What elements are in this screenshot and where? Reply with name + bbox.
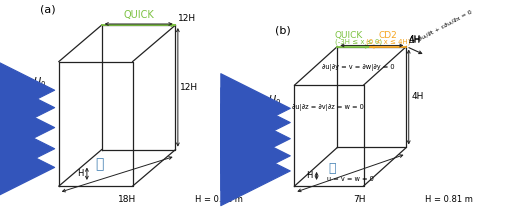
Text: (0 < x ≤ 4H): (0 < x ≤ 4H) bbox=[366, 39, 410, 46]
Text: ∂u|∂z = ∂v|∂z = w = 0: ∂u|∂z = ∂v|∂z = w = 0 bbox=[292, 104, 364, 111]
Text: ΔH: ΔH bbox=[409, 36, 421, 46]
Text: CD2: CD2 bbox=[379, 31, 397, 40]
Text: 4H: 4H bbox=[411, 92, 423, 101]
Text: 🏂: 🏂 bbox=[95, 157, 103, 171]
Text: 7H: 7H bbox=[354, 195, 366, 204]
Text: ∂uᵢ/∂t + c∂uᵢ/∂x = 0: ∂uᵢ/∂t + c∂uᵢ/∂x = 0 bbox=[418, 9, 473, 41]
Text: 12H: 12H bbox=[178, 14, 196, 23]
Text: 12H: 12H bbox=[180, 83, 198, 92]
Text: 🏂: 🏂 bbox=[329, 162, 336, 175]
Text: (-3H ≤ x ≤ 0): (-3H ≤ x ≤ 0) bbox=[335, 39, 382, 46]
Text: $U_0$: $U_0$ bbox=[32, 75, 46, 89]
Text: H: H bbox=[77, 169, 83, 178]
Text: (a): (a) bbox=[40, 4, 55, 14]
Text: $U_0$: $U_0$ bbox=[268, 94, 281, 107]
Text: 4H: 4H bbox=[409, 35, 421, 44]
Text: H = 0.81 m: H = 0.81 m bbox=[195, 195, 242, 204]
Text: H: H bbox=[306, 171, 313, 180]
Text: (b): (b) bbox=[275, 26, 291, 36]
Text: 18H: 18H bbox=[118, 195, 136, 204]
Text: H = 0.81 m: H = 0.81 m bbox=[425, 195, 473, 204]
Text: QUICK: QUICK bbox=[123, 10, 154, 20]
Text: QUICK: QUICK bbox=[335, 31, 363, 40]
Text: ∂u|∂y = v = ∂w|∂y = 0: ∂u|∂y = v = ∂w|∂y = 0 bbox=[322, 64, 394, 71]
Text: u = v = w = 0: u = v = w = 0 bbox=[327, 176, 374, 182]
